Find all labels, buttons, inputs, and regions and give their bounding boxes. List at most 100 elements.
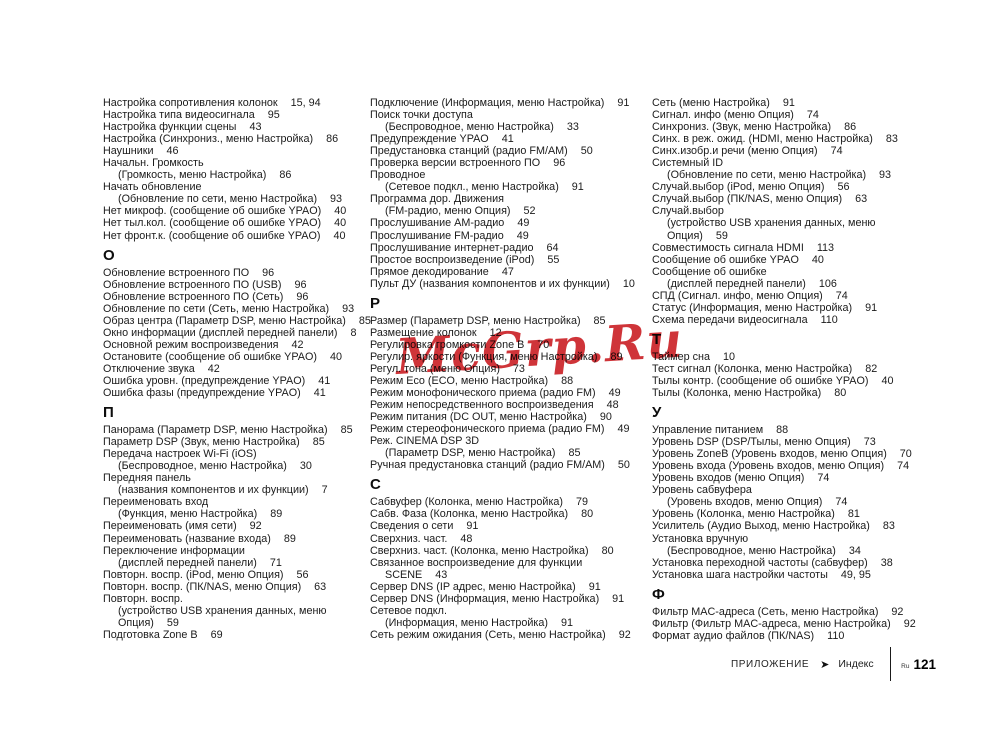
index-entry: SCENE 43 bbox=[370, 569, 648, 581]
index-entry: (Информация, меню Настройка) 91 bbox=[370, 617, 648, 629]
index-entry-page-number: 74 bbox=[835, 496, 848, 509]
index-entry-page-number: 80 bbox=[834, 387, 847, 400]
index-entry-page-number: 93 bbox=[879, 169, 892, 182]
index-entry: Пульт ДУ (названия компонентов и их функ… bbox=[370, 278, 648, 290]
index-entry: Установка переходной частоты (сабвуфер) 3… bbox=[652, 557, 930, 569]
index-entry-page-number: 15, 94 bbox=[290, 97, 321, 109]
index-entry: Начальн. Громкость bbox=[103, 157, 365, 169]
index-entry: Управление питанием 88 bbox=[652, 424, 930, 436]
index-entry-text: Таймер сна bbox=[652, 350, 710, 363]
index-entry: Прямое декодирование 47 bbox=[370, 266, 648, 278]
index-entry: Сигнал. инфо (меню Опция) 74 bbox=[652, 109, 930, 121]
index-entry-page-number: 85 bbox=[358, 314, 371, 327]
index-entry: Простое воспроизведение (iPod) 55 bbox=[370, 254, 648, 266]
index-entry-text: Регул. тона (меню Опция) bbox=[370, 362, 500, 375]
index-entry-page-number: 113 bbox=[816, 241, 835, 254]
index-entry-page-number: 40 bbox=[333, 229, 346, 242]
index-entry: Реж. CINEMA DSP 3D bbox=[370, 435, 648, 447]
index-entry-page-number: 10 bbox=[722, 350, 735, 363]
index-entry-text: Сабвуфер (Колонка, меню Настройка) bbox=[370, 496, 564, 509]
index-entry: Переименовать (имя сети) 92 bbox=[103, 520, 365, 532]
index-entry-text: (устройство USB хранения данных, меню bbox=[118, 604, 327, 617]
index-entry-text: Обновление по сети (Сеть, меню Настройка… bbox=[103, 302, 330, 315]
index-entry: Случай.выбор (iPod, меню Опция) 56 bbox=[652, 181, 930, 193]
index-entry-page-number: 56 bbox=[837, 181, 850, 194]
index-entry-text: Ошибка фазы (предупреждение YPAO) bbox=[103, 387, 301, 400]
index-entry-text: Ошибка уровн. (предупреждение YPAO) bbox=[103, 374, 306, 387]
index-entry-text: (устройство USB хранения данных, меню bbox=[667, 217, 876, 230]
index-entry-page-number: 89 bbox=[270, 508, 283, 521]
index-entry-text: Поиск точки доступа bbox=[370, 109, 473, 122]
index-entry: Случай.выбор bbox=[652, 205, 930, 217]
index-entry-page-number: 89 bbox=[283, 532, 296, 545]
index-entry: Прослушивание FM-радио 49 bbox=[370, 230, 648, 242]
index-entry-page-number: 96 bbox=[262, 266, 275, 279]
index-entry-text: Статус (Информация, меню Настройка) bbox=[652, 301, 853, 314]
index-entry-page-number: 83 bbox=[882, 520, 895, 533]
index-entry-text: СПД (Сигнал. инфо, меню Опция) bbox=[652, 289, 823, 302]
index-entry: Переименовать (название входа) 89 bbox=[103, 533, 365, 545]
index-entry: Основной режим воспроизведения 42 bbox=[103, 339, 365, 351]
arrow-right-icon: ➤ bbox=[820, 658, 830, 671]
index-entry-page-number: 92 bbox=[618, 628, 631, 641]
index-entry: Тест сигнал (Колонка, меню Настройка) 82 bbox=[652, 363, 930, 375]
index-entry: Сообщение об ошибке bbox=[652, 266, 930, 278]
index-entry: Режим монофонического приема (радио FM) 4… bbox=[370, 387, 648, 399]
index-entry: Случай.выбор (ПК/NAS, меню Опция) 63 bbox=[652, 193, 930, 205]
index-entry-text: (FM-радио, меню Опция) bbox=[385, 205, 511, 218]
index-entry-page-number: 91 bbox=[466, 520, 479, 533]
index-entry-text: Формат аудио файлов (ПК/NAS) bbox=[652, 629, 815, 642]
index-entry: Регулир. яркости (Функция, меню Настройк… bbox=[370, 351, 648, 363]
index-entry: Уровень DSP (DSP/Тылы, меню Опция) 73 bbox=[652, 436, 930, 448]
index-entry-text: Простое воспроизведение (iPod) bbox=[370, 253, 535, 266]
index-entry-page-number: 85 bbox=[312, 436, 325, 449]
index-entry: Сеть (меню Настройка) 91 bbox=[652, 97, 930, 109]
footer-index-label: Индекс bbox=[838, 658, 874, 670]
index-entry-text: Сверхниз. част. bbox=[370, 532, 448, 545]
index-entry: Ошибка фазы (предупреждение YPAO) 41 bbox=[103, 387, 365, 399]
index-entry-text: Настройка функции сцены bbox=[103, 121, 237, 134]
index-entry: Опция) 59 bbox=[652, 230, 930, 242]
index-entry: Сервер DNS (Информация, меню Настройка) 9… bbox=[370, 593, 648, 605]
index-entry-text: Нет фронт.к. (сообщение об ошибке YPAO) bbox=[103, 229, 321, 242]
page-footer: ПРИЛОЖЕНИЕ ➤ Индекс Ru 121 bbox=[0, 646, 936, 682]
index-entry-text: Сеть (меню Настройка) bbox=[652, 97, 770, 109]
index-entry-page-number: 63 bbox=[855, 193, 868, 206]
index-entry: Повторн. воспр. bbox=[103, 593, 365, 605]
index-entry: (Параметр DSP, меню Настройка) 85 bbox=[370, 447, 648, 459]
index-entry: Схема передачи видеосигнала 110 bbox=[652, 314, 930, 326]
index-entry-text: (Обновление по сети, меню Настройка) bbox=[667, 169, 867, 182]
index-entry-text: Настройка типа видеосигнала bbox=[103, 109, 255, 122]
index-entry: Размещение колонок 12 bbox=[370, 327, 648, 339]
index-entry: Регул. тона (меню Опция) 73 bbox=[370, 363, 648, 375]
index-entry-text: Начать обновление bbox=[103, 181, 202, 194]
index-entry-page-number: 48 bbox=[606, 399, 619, 412]
index-entry: Усилитель (Аудио Выход, меню Настройка) 8… bbox=[652, 520, 930, 532]
index-entry-page-number: 49 bbox=[608, 387, 621, 400]
index-entry: Опция) 59 bbox=[103, 617, 365, 629]
index-entry: Фильтр (Фильтр MAC-адреса, меню Настройк… bbox=[652, 618, 930, 630]
index-entry-text: Образ центра (Параметр DSP, меню Настрой… bbox=[103, 314, 346, 327]
index-entry-text: Связанное воспроизведение для функции bbox=[370, 556, 583, 569]
index-entry-page-number: 85 bbox=[340, 424, 353, 437]
index-entry: Установка шага настройки частоты 49, 95 bbox=[652, 569, 930, 581]
index-entry-text: Синх. в реж. ожид. (HDMI, меню Настройка… bbox=[652, 133, 873, 146]
index-entry: Уровень входов (меню Опция) 74 bbox=[652, 472, 930, 484]
index-entry-page-number: 46 bbox=[166, 145, 179, 158]
index-entry-page-number: 12 bbox=[489, 326, 502, 339]
index-entry-text: Регулир. яркости (Функция, меню Настройк… bbox=[370, 350, 598, 363]
index-entry-text: (Беспроводное, меню Настройка) bbox=[118, 460, 287, 473]
index-entry-text: Режим Eco (ECO, меню Настройка) bbox=[370, 374, 549, 387]
index-entry-text: Панорама (Параметр DSP, меню Настройка) bbox=[103, 424, 328, 437]
index-entry: Отключение звука 42 bbox=[103, 363, 365, 375]
footer-appendix-label: ПРИЛОЖЕНИЕ bbox=[731, 658, 810, 670]
index-entry: Проверка версии встроенного ПО 96 bbox=[370, 157, 648, 169]
index-entry-text: SCENE bbox=[385, 568, 423, 581]
index-entry-text: Начальн. Громкость bbox=[103, 157, 204, 170]
index-entry: Передняя панель bbox=[103, 472, 365, 484]
index-entry-text: Размер (Параметр DSP, меню Настройка) bbox=[370, 314, 581, 327]
index-entry-page-number: 34 bbox=[848, 544, 861, 557]
index-column-3: Сеть (меню Настройка) 91 Сигнал. инфо (мен… bbox=[652, 97, 930, 642]
index-entry-page-number: 92 bbox=[903, 617, 916, 630]
index-entry-text: Установка вручную bbox=[652, 532, 749, 545]
